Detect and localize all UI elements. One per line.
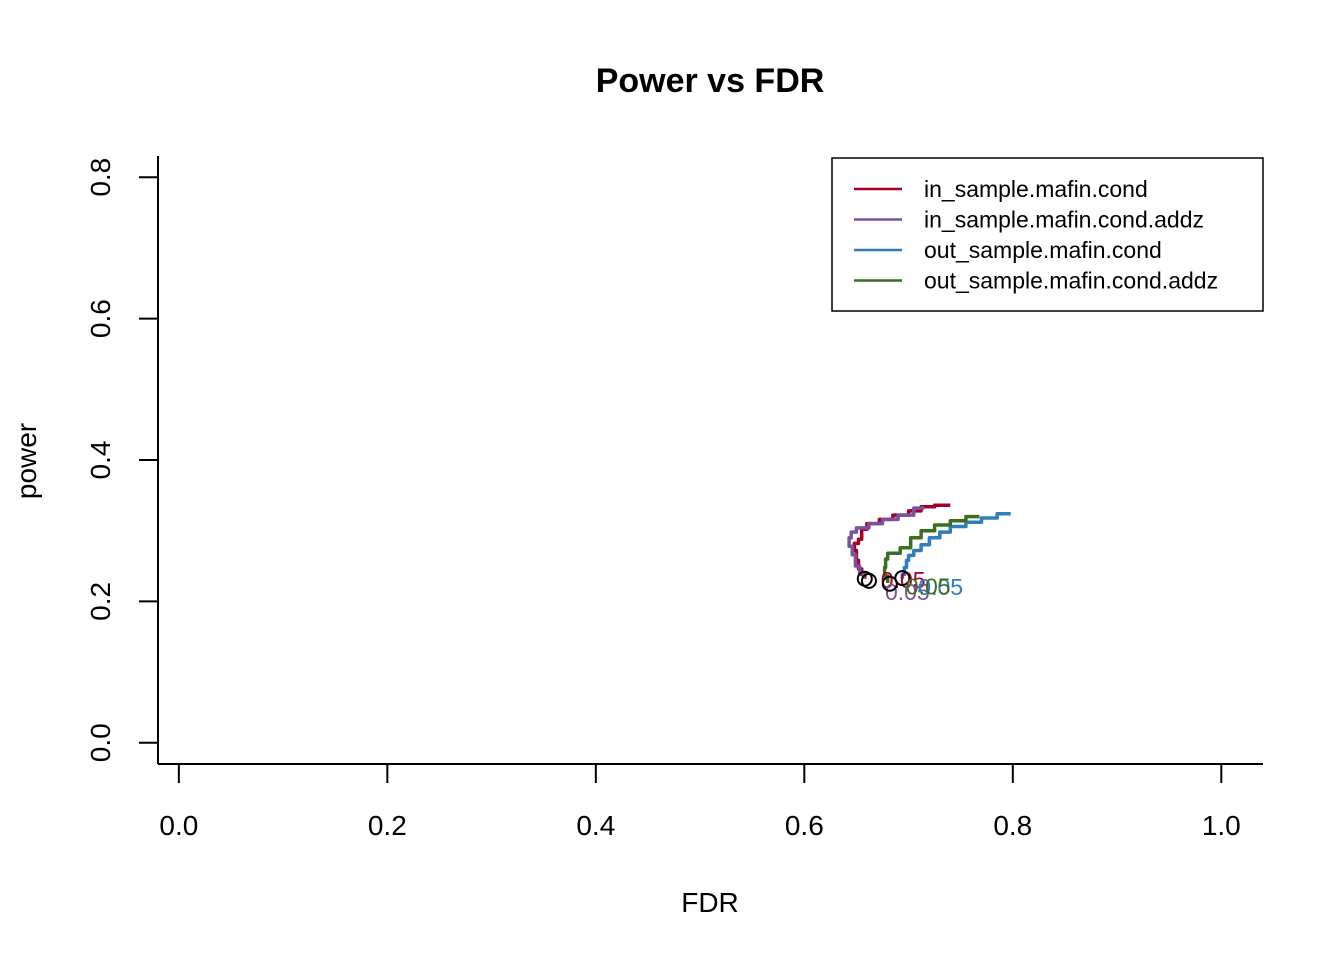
series-marker-4 xyxy=(881,575,898,592)
x-tick-label: 0.0 xyxy=(159,810,198,841)
legend: in_sample.mafin.cond in_sample.mafin.cond… xyxy=(831,157,1264,312)
legend-items: in_sample.mafin.cond in_sample.mafin.cond… xyxy=(854,176,1218,294)
y-tick-label: 0.6 xyxy=(85,299,116,338)
y-tick-label: 0.2 xyxy=(85,582,116,621)
x-tick-label: 0.4 xyxy=(576,810,615,841)
y-tick-label: 0.4 xyxy=(85,441,116,480)
legend-label-4: out_sample.mafin.cond.addz xyxy=(924,268,1218,294)
x-axis-ticks: 0.0 0.2 0.4 0.6 0.8 1.0 xyxy=(159,764,1241,841)
legend-label-1: in_sample.mafin.cond xyxy=(924,176,1148,202)
series-layer: 0.050.050.050.05 xyxy=(847,503,1011,605)
series-point-label-4: 0.05 xyxy=(906,574,951,600)
x-tick-label: 0.2 xyxy=(368,810,407,841)
series-line-3 xyxy=(900,511,1011,579)
series-point-label-3: 0.05 xyxy=(918,574,963,600)
series-line-4 xyxy=(882,514,980,583)
legend-label-3: out_sample.mafin.cond xyxy=(924,237,1162,263)
series-line-2 xyxy=(847,506,925,579)
x-tick-label: 0.6 xyxy=(785,810,824,841)
y-axis-ticks: 0.0 0.2 0.4 0.6 0.8 xyxy=(85,158,158,762)
y-tick-label: 0.8 xyxy=(85,158,116,197)
y-axis-title: power xyxy=(11,423,42,499)
x-tick-label: 0.8 xyxy=(993,810,1032,841)
legend-box xyxy=(831,157,1264,312)
chart-title: Power vs FDR xyxy=(596,62,825,100)
y-tick-label: 0.0 xyxy=(85,723,116,762)
x-tick-label: 1.0 xyxy=(1202,810,1241,841)
legend-label-2: in_sample.mafin.cond.addz xyxy=(924,207,1204,233)
x-axis-title: FDR xyxy=(681,887,739,918)
series-marker-2 xyxy=(860,572,877,589)
